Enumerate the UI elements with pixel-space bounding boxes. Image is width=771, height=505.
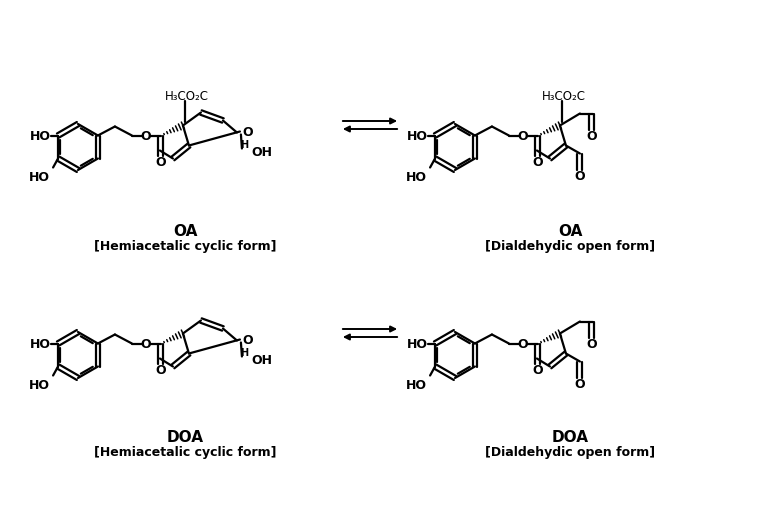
Text: O: O bbox=[587, 130, 598, 143]
Text: [Hemiacetalic cyclic form]: [Hemiacetalic cyclic form] bbox=[94, 239, 276, 252]
Text: [Hemiacetalic cyclic form]: [Hemiacetalic cyclic form] bbox=[94, 445, 276, 459]
Text: H₃CO₂C: H₃CO₂C bbox=[542, 90, 586, 103]
Text: [Dialdehydic open form]: [Dialdehydic open form] bbox=[485, 239, 655, 252]
Text: O: O bbox=[156, 363, 167, 376]
Text: O: O bbox=[140, 130, 151, 143]
Text: HO: HO bbox=[406, 378, 427, 391]
Text: HO: HO bbox=[406, 337, 428, 350]
Text: O: O bbox=[587, 337, 598, 350]
Text: O: O bbox=[574, 170, 585, 183]
Text: [Dialdehydic open form]: [Dialdehydic open form] bbox=[485, 445, 655, 459]
Text: O: O bbox=[517, 130, 528, 143]
Text: O: O bbox=[140, 337, 151, 350]
Text: OA: OA bbox=[173, 223, 197, 238]
Text: O: O bbox=[242, 126, 253, 139]
Text: H: H bbox=[240, 139, 248, 149]
Text: O: O bbox=[156, 156, 167, 169]
Text: HO: HO bbox=[406, 171, 427, 184]
Text: HO: HO bbox=[29, 378, 50, 391]
Text: O: O bbox=[533, 363, 544, 376]
Text: DOA: DOA bbox=[551, 430, 588, 444]
Text: HO: HO bbox=[29, 337, 51, 350]
Text: DOA: DOA bbox=[167, 430, 204, 444]
Text: H₃CO₂C: H₃CO₂C bbox=[165, 90, 209, 103]
Text: O: O bbox=[574, 377, 585, 390]
Text: O: O bbox=[517, 337, 528, 350]
Text: HO: HO bbox=[406, 130, 428, 143]
Text: O: O bbox=[533, 156, 544, 169]
Text: HO: HO bbox=[29, 130, 51, 143]
Text: OH: OH bbox=[251, 146, 272, 159]
Text: O: O bbox=[242, 333, 253, 346]
Text: H: H bbox=[240, 347, 248, 357]
Text: OA: OA bbox=[557, 223, 582, 238]
Text: OH: OH bbox=[251, 354, 272, 366]
Text: HO: HO bbox=[29, 171, 50, 184]
